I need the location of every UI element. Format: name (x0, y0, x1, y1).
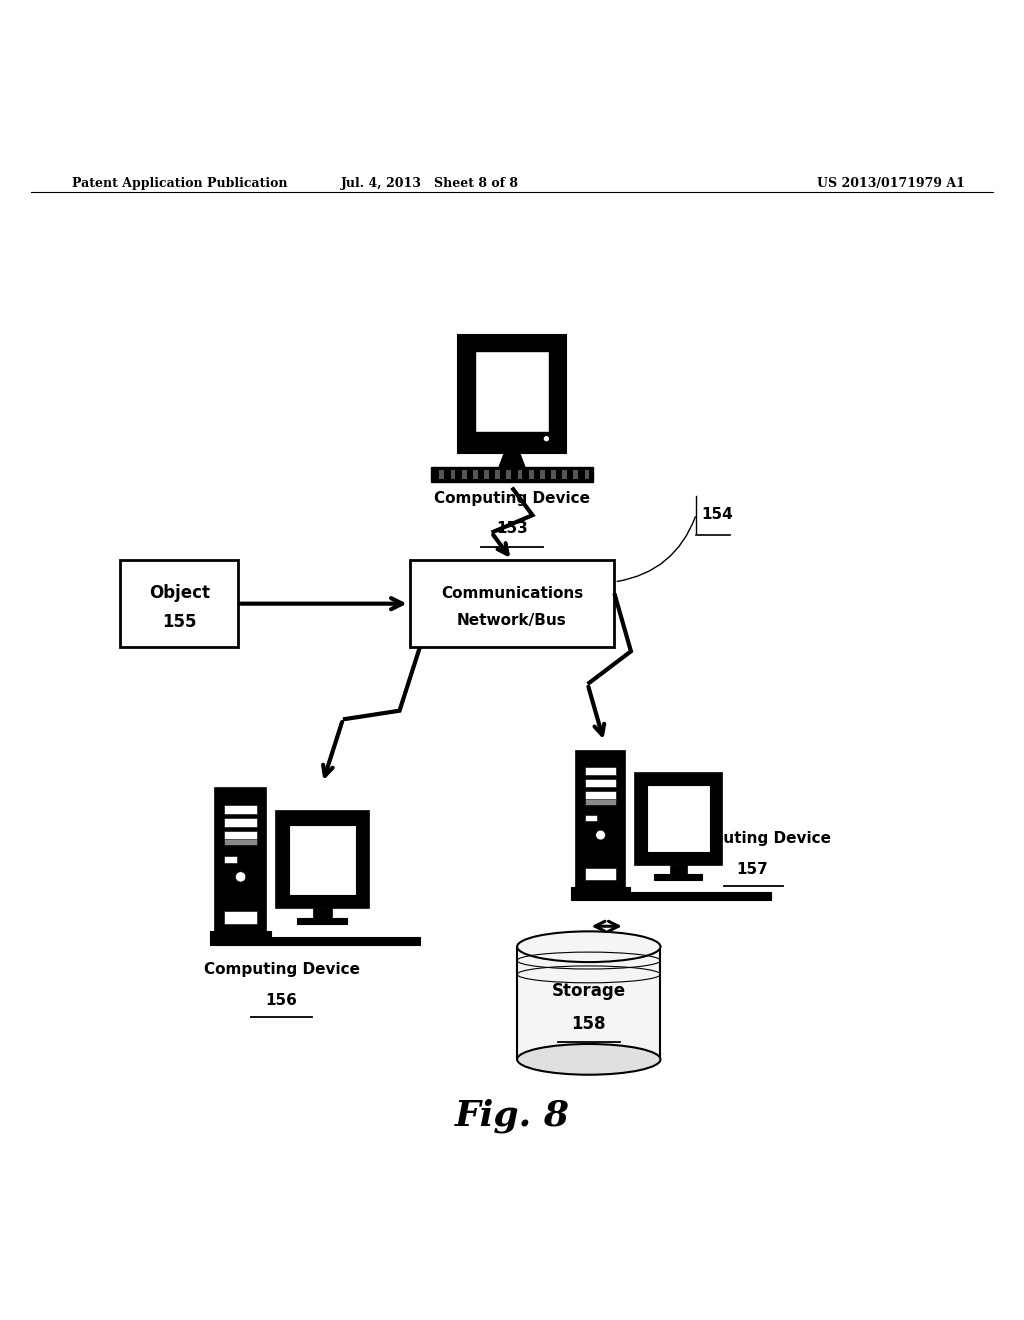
Bar (562, 470, 567, 479)
Text: Fig. 8: Fig. 8 (455, 1098, 569, 1133)
Bar (473, 470, 478, 479)
Bar (647, 785, 710, 851)
Bar (517, 470, 522, 479)
Bar (475, 351, 549, 432)
Bar (585, 779, 616, 788)
Text: 156: 156 (265, 993, 298, 1007)
Text: Storage: Storage (552, 982, 626, 999)
Bar (517, 946, 660, 1060)
Bar (210, 937, 420, 945)
Bar (462, 470, 467, 479)
Bar (224, 911, 257, 924)
Text: 153: 153 (496, 521, 528, 536)
Bar (313, 908, 332, 917)
Bar (210, 932, 271, 937)
Bar (670, 865, 687, 874)
Bar (224, 840, 257, 845)
Bar (585, 814, 597, 821)
Bar (215, 788, 266, 932)
Text: 158: 158 (571, 1015, 606, 1032)
Bar (276, 810, 369, 908)
Polygon shape (499, 453, 525, 467)
Text: Computing Device: Computing Device (675, 832, 830, 846)
Text: 157: 157 (736, 862, 769, 876)
Ellipse shape (517, 932, 660, 962)
Bar (224, 805, 257, 814)
Bar (484, 470, 488, 479)
Bar (121, 560, 238, 647)
Bar (585, 792, 616, 800)
Bar (290, 825, 355, 895)
Text: Patent Application Publication: Patent Application Publication (72, 177, 287, 190)
Bar (439, 470, 444, 479)
Bar (635, 772, 722, 865)
Text: Network/Bus: Network/Bus (457, 612, 567, 627)
Bar (451, 470, 456, 479)
Bar (224, 855, 238, 862)
Bar (551, 470, 556, 479)
Bar (654, 874, 702, 879)
Bar (571, 892, 771, 900)
Bar (571, 887, 630, 892)
Circle shape (236, 871, 246, 882)
Bar (224, 818, 257, 826)
Text: Jul. 4, 2013   Sheet 8 of 8: Jul. 4, 2013 Sheet 8 of 8 (341, 177, 519, 190)
Bar (585, 867, 616, 880)
Ellipse shape (517, 1044, 660, 1074)
Bar (224, 832, 257, 840)
Bar (410, 560, 614, 647)
Text: Object: Object (148, 585, 210, 602)
Bar (431, 467, 593, 483)
Text: 155: 155 (162, 612, 197, 631)
Bar (459, 335, 565, 453)
Bar (528, 470, 534, 479)
Bar (577, 751, 625, 887)
Text: Communications: Communications (441, 586, 583, 601)
Text: Computing Device: Computing Device (204, 962, 359, 977)
Bar (585, 800, 616, 805)
Bar (496, 470, 500, 479)
Text: US 2013/0171979 A1: US 2013/0171979 A1 (817, 177, 965, 190)
Text: Computing Device: Computing Device (434, 491, 590, 506)
Bar (585, 470, 590, 479)
Text: 154: 154 (701, 507, 733, 521)
Bar (585, 767, 616, 775)
Circle shape (544, 436, 549, 441)
Bar (573, 470, 579, 479)
Bar (540, 470, 545, 479)
Circle shape (596, 830, 605, 840)
Bar (297, 917, 347, 924)
Bar (507, 470, 511, 479)
